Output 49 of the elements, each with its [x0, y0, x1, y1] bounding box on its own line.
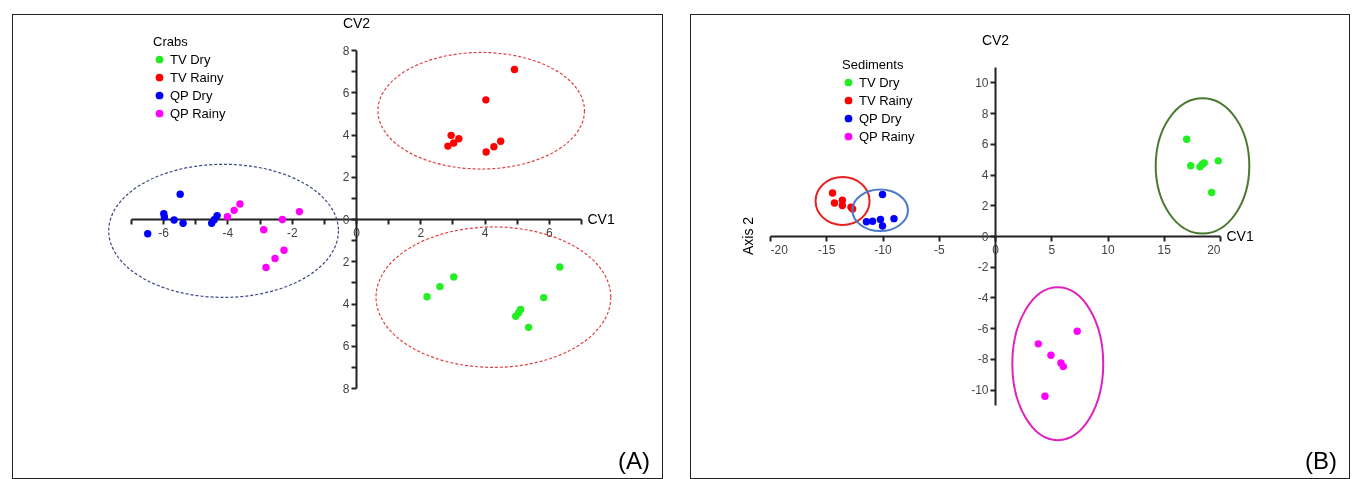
x-tick-label: -6 [158, 225, 170, 240]
y-tick-label: -6 [977, 321, 989, 336]
x-tick-label: 6 [546, 225, 554, 240]
legend-label: QP Dry [859, 110, 902, 126]
y-tick-label: 8 [981, 106, 989, 121]
y-axis-title: CV2 [981, 31, 1010, 48]
x-axis-title: CV1 [1226, 227, 1254, 244]
legend-title: Crabs [153, 34, 189, 49]
x-tick-label: 5 [1048, 242, 1056, 257]
x-tick-label: -2 [286, 225, 298, 240]
y-tick-label: 8 [342, 381, 350, 396]
legend-label: TV Dry [170, 51, 211, 67]
text: Axis 2 [740, 216, 756, 256]
x-tick-label: 15 [1157, 242, 1172, 257]
legend-label: TV Rainy [170, 69, 224, 85]
y-tick-label: 8 [342, 43, 350, 58]
y-tick-label: 6 [342, 339, 350, 354]
y-tick-label: -10 [971, 383, 989, 398]
x-axis-title: CV1 [587, 210, 615, 227]
y-tick-label: 6 [342, 85, 350, 100]
y-tick-label: 4 [981, 168, 989, 183]
y-tick-label: -8 [977, 352, 989, 367]
legend-label: QP Dry [170, 87, 213, 103]
text: (B) [1305, 447, 1337, 474]
x-tick-label: 20 [1207, 242, 1221, 257]
x-tick-label: -10 [874, 242, 892, 257]
y-axis-title: CV2 [342, 14, 371, 31]
y-tick-label: 2 [981, 198, 989, 213]
x-tick-label: 4 [481, 225, 489, 240]
x-tick-label: -4 [222, 225, 234, 240]
legend-label: QP Rainy [170, 105, 226, 121]
y-tick-label: 2 [342, 254, 350, 269]
x-tick-label: -15 [818, 242, 836, 257]
y-tick-label: 2 [342, 170, 350, 185]
x-tick-label: -5 [933, 242, 945, 257]
legend-label: TV Dry [859, 74, 900, 90]
y-tick-label: 4 [342, 297, 350, 311]
legend-title: Sediments [842, 57, 904, 72]
y-tick-label: -2 [977, 260, 989, 275]
legend-label: TV Rainy [859, 92, 913, 108]
legend-label: QP Rainy [859, 128, 915, 144]
x-tick-label: 10 [1101, 242, 1115, 257]
text: (A) [618, 447, 650, 474]
y-tick-label: 6 [981, 137, 989, 152]
y-tick-label: 4 [342, 128, 350, 142]
x-tick-label: 2 [417, 225, 425, 240]
y-tick-label: -4 [977, 290, 989, 305]
y-tick-label: 10 [975, 75, 989, 90]
x-tick-label: -20 [770, 242, 789, 257]
